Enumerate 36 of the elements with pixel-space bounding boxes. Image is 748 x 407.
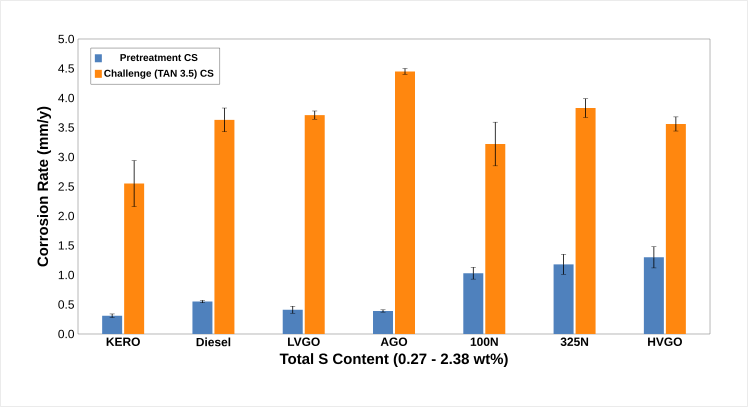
y-tick-label: 3.0 bbox=[58, 152, 74, 162]
bar bbox=[124, 184, 144, 334]
x-tick-label: Diesel bbox=[196, 338, 230, 346]
bar bbox=[282, 310, 303, 334]
y-tick-label: 5.0 bbox=[58, 34, 74, 44]
y-tick-label: 3.5 bbox=[58, 123, 74, 132]
bar bbox=[395, 71, 416, 334]
y-tick-label: 4.5 bbox=[58, 64, 74, 73]
x-tick-label: 325N bbox=[560, 338, 588, 346]
bar bbox=[192, 302, 212, 334]
y-tick-label: 0.0 bbox=[58, 330, 74, 338]
x-tick-label: AGO bbox=[380, 338, 408, 346]
legend-label: Pretreatment CS bbox=[120, 54, 198, 62]
bar bbox=[304, 115, 325, 334]
x-tick-label: KERO bbox=[106, 338, 140, 346]
bar bbox=[576, 108, 596, 334]
y-tick-label: 4.0 bbox=[58, 94, 74, 102]
x-axis-title: Total S Content (0.27 - 2.38 wt%) bbox=[280, 353, 508, 368]
bar bbox=[644, 257, 664, 334]
bar bbox=[666, 124, 686, 334]
y-tick-label: 2.0 bbox=[58, 212, 74, 220]
x-tick-label: LVGO bbox=[288, 338, 320, 346]
y-tick-label: 0.5 bbox=[58, 300, 74, 309]
bar bbox=[554, 264, 574, 334]
bar bbox=[102, 316, 122, 334]
bar bbox=[463, 273, 484, 334]
bar bbox=[373, 310, 394, 334]
bar bbox=[485, 144, 506, 334]
x-tick-label: HVGO bbox=[648, 338, 682, 346]
y-tick-label: 2.5 bbox=[58, 182, 74, 191]
y-tick-label: 1.0 bbox=[58, 270, 74, 280]
bar bbox=[214, 120, 234, 334]
x-tick-label: 100N bbox=[470, 338, 498, 346]
y-axis-title: Corrosion Rate (mm/y) bbox=[37, 106, 52, 266]
y-tick-label: 1.5 bbox=[58, 241, 74, 250]
legend-label: Challenge (TAN 3.5) CS bbox=[104, 69, 214, 79]
